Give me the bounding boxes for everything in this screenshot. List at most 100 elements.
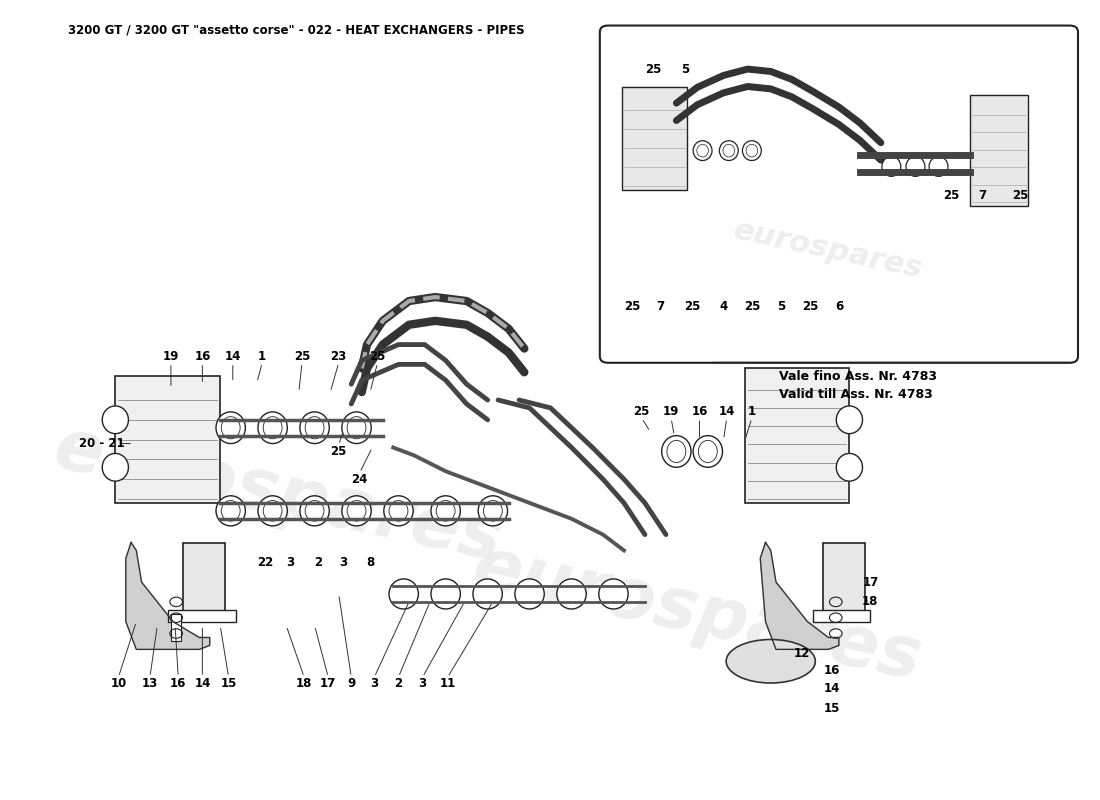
Text: 12: 12 [794, 647, 811, 660]
Ellipse shape [216, 496, 245, 526]
Text: 13: 13 [142, 677, 158, 690]
Text: 16: 16 [691, 406, 707, 418]
Ellipse shape [557, 579, 586, 609]
Bar [184, 542, 226, 622]
Text: 5: 5 [777, 300, 785, 313]
Ellipse shape [300, 412, 329, 443]
FancyBboxPatch shape [600, 26, 1078, 362]
Ellipse shape [719, 141, 738, 161]
Ellipse shape [882, 157, 901, 176]
Text: 19: 19 [663, 406, 680, 418]
Ellipse shape [389, 501, 408, 521]
Text: 3: 3 [339, 556, 346, 569]
Text: 7: 7 [657, 300, 664, 313]
Text: 22: 22 [257, 556, 274, 569]
Text: 17: 17 [862, 575, 879, 589]
Ellipse shape [431, 579, 460, 609]
Text: eurospares: eurospares [47, 414, 508, 576]
Text: 14: 14 [718, 406, 735, 418]
Ellipse shape [598, 579, 628, 609]
Text: 3200 GT / 3200 GT "assetto corse" - 022 - HEAT EXCHANGERS - PIPES: 3200 GT / 3200 GT "assetto corse" - 022 … [68, 24, 525, 37]
Text: 25: 25 [684, 300, 701, 313]
Ellipse shape [930, 157, 948, 176]
Ellipse shape [384, 496, 414, 526]
Text: 2: 2 [314, 556, 322, 569]
Ellipse shape [723, 144, 735, 157]
Text: 10: 10 [110, 677, 126, 690]
Text: 11: 11 [440, 677, 455, 690]
Ellipse shape [305, 501, 324, 521]
Ellipse shape [348, 417, 366, 438]
Ellipse shape [263, 417, 282, 438]
Ellipse shape [221, 501, 240, 521]
Text: 25: 25 [624, 300, 640, 313]
Polygon shape [760, 542, 839, 650]
Text: 16: 16 [195, 350, 210, 363]
Ellipse shape [742, 141, 761, 161]
Text: 23: 23 [331, 350, 346, 363]
Text: 1: 1 [258, 350, 266, 363]
Text: 25: 25 [330, 445, 346, 458]
Ellipse shape [342, 496, 371, 526]
Text: 25: 25 [943, 190, 959, 202]
Text: 25: 25 [645, 62, 661, 75]
Text: 14: 14 [224, 350, 241, 363]
Text: 25: 25 [744, 300, 760, 313]
Text: 4: 4 [719, 300, 728, 313]
Ellipse shape [348, 501, 366, 521]
Text: 3: 3 [371, 677, 378, 690]
Ellipse shape [102, 406, 129, 434]
Ellipse shape [515, 579, 544, 609]
Text: 1: 1 [748, 406, 756, 418]
Ellipse shape [836, 454, 862, 481]
Ellipse shape [300, 496, 329, 526]
Text: 25: 25 [294, 350, 310, 363]
Ellipse shape [698, 440, 717, 462]
Bar [168, 610, 235, 622]
Text: 7: 7 [979, 190, 987, 202]
Text: 20 - 21: 20 - 21 [79, 437, 124, 450]
Ellipse shape [693, 436, 723, 467]
Ellipse shape [258, 496, 287, 526]
Bar [170, 614, 182, 642]
Ellipse shape [342, 412, 371, 443]
Text: 9: 9 [348, 677, 355, 690]
Text: 25: 25 [1012, 190, 1028, 202]
Text: eurospares: eurospares [466, 533, 928, 695]
Text: 15: 15 [824, 702, 839, 715]
Ellipse shape [726, 639, 815, 683]
Ellipse shape [836, 406, 862, 434]
Text: 14: 14 [195, 677, 210, 690]
Ellipse shape [389, 579, 418, 609]
Ellipse shape [102, 454, 129, 481]
Bar [813, 610, 870, 622]
Ellipse shape [693, 141, 712, 161]
Text: 18: 18 [296, 677, 312, 690]
Ellipse shape [263, 501, 282, 521]
Text: 25: 25 [802, 300, 818, 313]
Ellipse shape [906, 157, 925, 176]
Text: 3: 3 [418, 677, 427, 690]
Polygon shape [125, 542, 210, 650]
Bar [621, 87, 686, 190]
Ellipse shape [667, 440, 685, 462]
Text: 25: 25 [634, 406, 650, 418]
Ellipse shape [437, 501, 455, 521]
Text: Vale fino Ass. Nr. 4783
Valid till Ass. Nr. 4783: Vale fino Ass. Nr. 4783 Valid till Ass. … [779, 370, 937, 401]
Text: 17: 17 [320, 677, 337, 690]
Text: 24: 24 [352, 473, 367, 486]
Text: 18: 18 [862, 595, 879, 608]
Text: 5: 5 [681, 62, 689, 75]
Ellipse shape [258, 412, 287, 443]
Text: 8: 8 [366, 556, 374, 569]
Text: 6: 6 [835, 300, 843, 313]
Text: 16: 16 [170, 677, 186, 690]
Bar [745, 368, 849, 503]
Bar [970, 95, 1027, 206]
Ellipse shape [662, 436, 691, 467]
Bar [823, 542, 865, 622]
Ellipse shape [483, 501, 503, 521]
Ellipse shape [305, 417, 324, 438]
Ellipse shape [696, 144, 708, 157]
Text: 16: 16 [824, 664, 839, 678]
